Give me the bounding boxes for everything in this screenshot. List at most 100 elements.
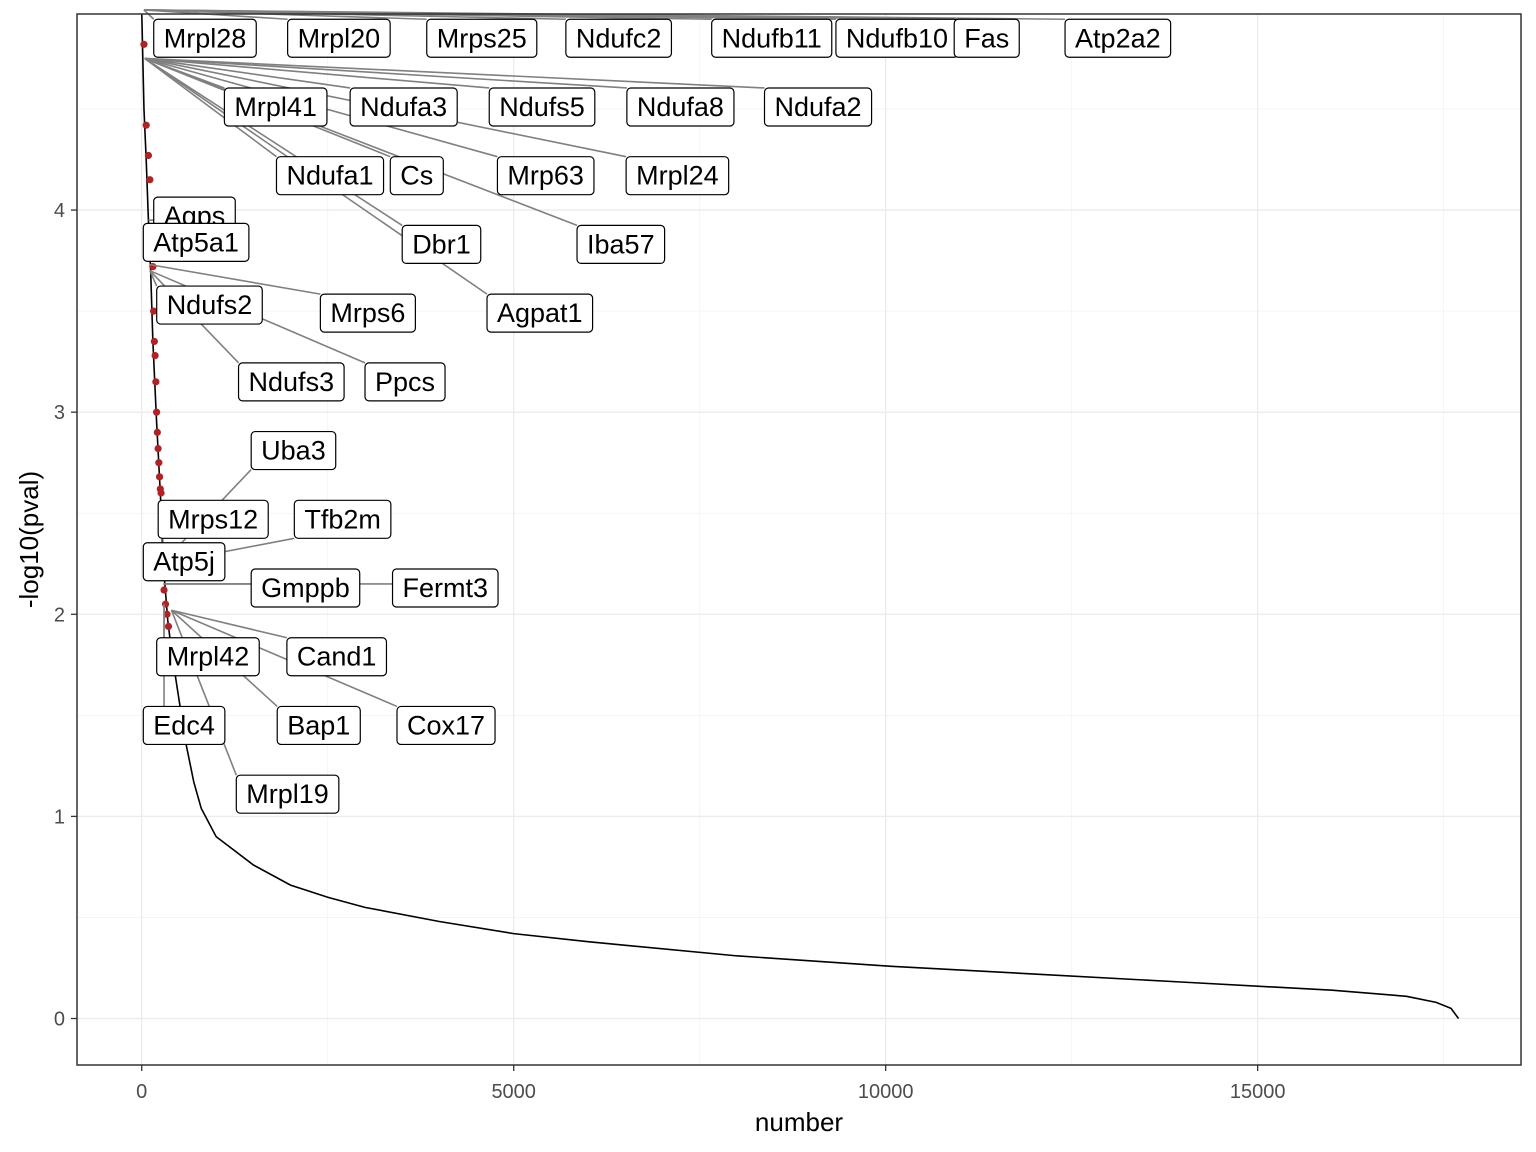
gene-labels-layer: Mrpl28 Mrpl20 Mrps25 Ndufc2 Ndufb11 Ndufb10 Fa… xyxy=(142,18,1172,814)
gene-label: Bap1 xyxy=(276,705,361,746)
highlight-point xyxy=(153,408,161,416)
gene-label-box xyxy=(625,156,730,196)
gene-label-text: Atp5a1 xyxy=(153,227,239,257)
gene-label-text: Bap1 xyxy=(287,710,350,740)
gene-label-box xyxy=(142,542,226,582)
gene-label-text: Dbr1 xyxy=(412,229,471,259)
x-tick-label: 10000 xyxy=(858,1081,914,1103)
gene-label-box xyxy=(286,637,388,677)
gene-label: Ndufb10 xyxy=(835,18,959,58)
gene-label: Ndufs5 xyxy=(488,87,596,127)
gene-label-box xyxy=(156,285,263,325)
gene-label-text: Mrps25 xyxy=(437,23,527,53)
gene-label: Cs xyxy=(389,156,444,196)
gene-label: Ndufa8 xyxy=(626,87,735,127)
gene-label-box xyxy=(293,499,392,539)
gene-label-box xyxy=(250,430,337,471)
gene-label: Atp5j xyxy=(142,542,226,582)
gene-label: Fas xyxy=(953,18,1020,58)
gene-label-box xyxy=(250,568,361,608)
gene-label: Atp5a1 xyxy=(142,222,250,262)
label-connector xyxy=(144,57,490,89)
highlight-point xyxy=(150,307,158,315)
gene-label-text: Uba3 xyxy=(261,436,326,466)
gene-label-text: Ndufs2 xyxy=(167,290,253,320)
gene-label-box xyxy=(401,224,482,265)
gene-label-box xyxy=(711,18,833,58)
highlight-point xyxy=(164,622,173,631)
gene-label-text: Ndufb10 xyxy=(846,23,948,53)
gene-label: Mrpl24 xyxy=(625,156,730,196)
label-connector xyxy=(149,263,321,295)
gene-label-box xyxy=(953,18,1020,58)
gene-label: Uba3 xyxy=(250,430,337,471)
gene-label: Ndufs2 xyxy=(156,285,263,325)
gene-label-text: Gmppb xyxy=(261,573,350,603)
gene-label-text: Ndufs3 xyxy=(249,367,335,397)
highlight-point xyxy=(142,121,150,129)
gene-label: Atp2a2 xyxy=(1064,18,1172,58)
highlight-point xyxy=(157,489,165,497)
highlight-point xyxy=(161,600,170,608)
gene-label-box xyxy=(319,293,416,333)
gene-label-box xyxy=(156,637,260,677)
gene-label-box xyxy=(565,18,673,58)
gene-label-box xyxy=(496,156,595,196)
gene-label-box xyxy=(763,87,873,127)
gene-label-text: Fermt3 xyxy=(403,573,489,603)
x-tick-label: 5000 xyxy=(491,1081,536,1103)
gene-label: Iba57 xyxy=(576,224,666,265)
gene-label-text: Ppcs xyxy=(375,367,435,397)
gene-label-text: Atp5j xyxy=(153,547,215,577)
gene-label: Mrpl20 xyxy=(287,18,391,58)
gene-label-box xyxy=(287,18,391,58)
gene-label-text: Mrpl28 xyxy=(164,23,247,53)
gene-label-text: Cox17 xyxy=(407,710,485,740)
highlight-point xyxy=(154,444,162,453)
gene-label-box xyxy=(486,293,594,333)
gene-label-text: Ndufa3 xyxy=(360,92,447,122)
gene-label-text: Mrps12 xyxy=(168,504,258,534)
gene-label: Tfb2m xyxy=(293,499,392,539)
gene-label: Mrps12 xyxy=(157,499,269,539)
gene-label: Edc4 xyxy=(142,705,226,746)
gene-label-box xyxy=(1064,18,1172,58)
gene-label-text: Mrpl42 xyxy=(167,642,250,672)
gene-label: Ndufb11 xyxy=(711,18,833,58)
label-connector xyxy=(149,270,158,287)
highlight-point xyxy=(153,428,161,436)
gene-label: Mrps25 xyxy=(426,18,538,58)
gene-label: Cand1 xyxy=(286,637,388,677)
gene-label-box xyxy=(364,362,446,402)
x-tick-label: 15000 xyxy=(1230,1081,1286,1103)
gene-label-text: Mrpl19 xyxy=(246,779,329,809)
gene-label-box xyxy=(237,362,345,402)
gene-label: Mrpl42 xyxy=(156,637,260,677)
gene-label: Mrps6 xyxy=(319,293,416,333)
gene-label-box xyxy=(389,156,444,196)
gene-label-text: Cs xyxy=(400,161,433,191)
gene-label-box xyxy=(223,87,328,127)
gene-label-text: Ndufs5 xyxy=(499,92,585,122)
gene-label-box xyxy=(349,87,458,127)
gene-label-box xyxy=(275,156,385,196)
gene-label: Ndufa2 xyxy=(763,87,873,127)
gene-label-text: Atp2a2 xyxy=(1075,23,1161,53)
label-connector xyxy=(144,57,627,89)
gene-label-text: Mrpl24 xyxy=(636,161,719,191)
gene-label: Mrpl19 xyxy=(235,774,340,814)
gene-label-box xyxy=(488,87,596,127)
gene-label-text: Mrpl41 xyxy=(234,92,317,122)
gene-label: Gmppb xyxy=(250,568,361,608)
gene-label-text: Ndufc2 xyxy=(576,23,662,53)
label-connector xyxy=(170,609,238,776)
gene-label-text: Mrp63 xyxy=(507,161,584,191)
gene-label-text: Tfb2m xyxy=(304,504,381,534)
gene-label-text: Mrps6 xyxy=(330,298,405,328)
gene-label-text: Fas xyxy=(964,23,1009,53)
gene-label-box xyxy=(576,224,666,265)
y-tick-label: 4 xyxy=(54,200,65,222)
highlight-point xyxy=(151,351,159,360)
series-layer xyxy=(141,13,1460,1019)
